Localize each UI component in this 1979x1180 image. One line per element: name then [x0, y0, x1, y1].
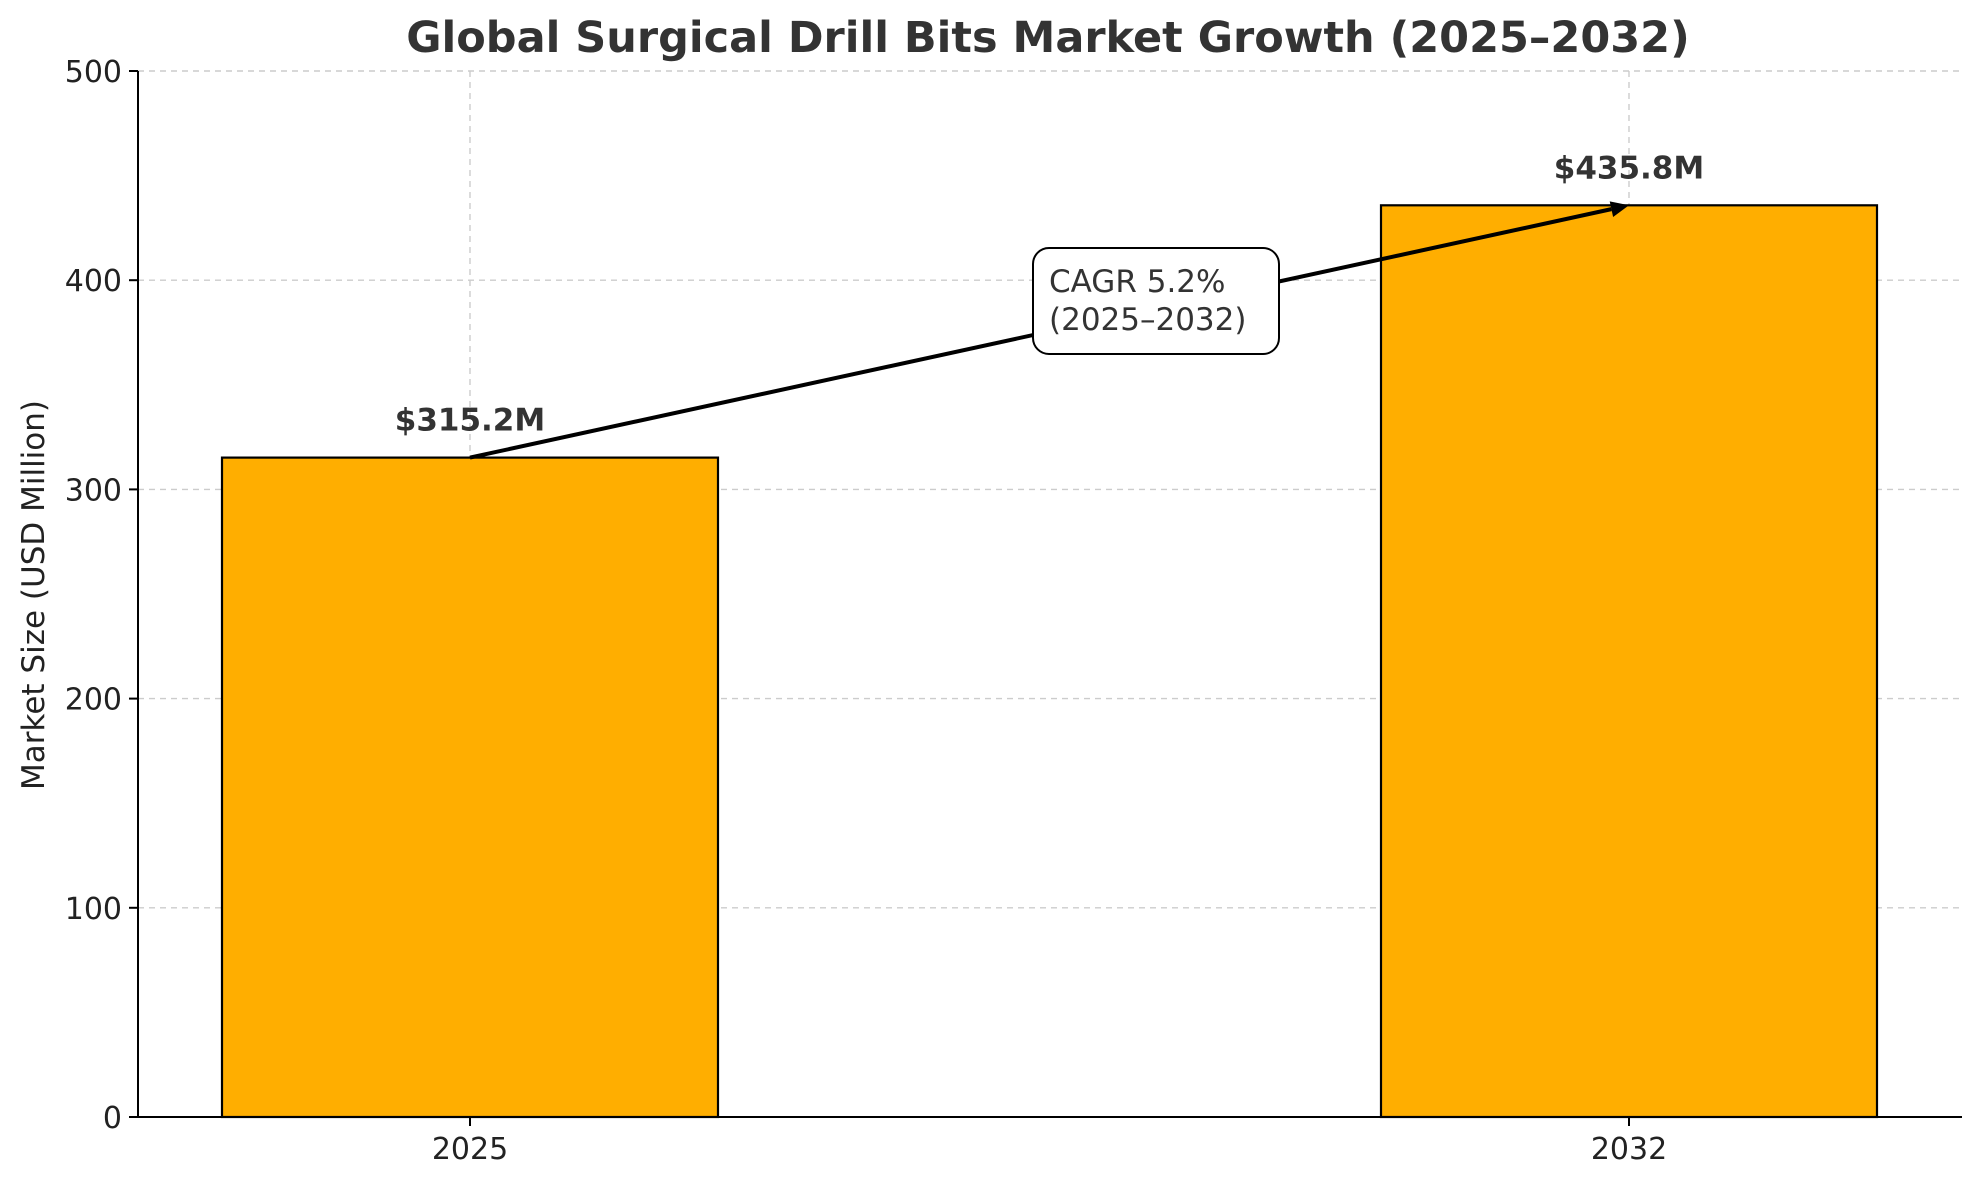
cagr-annotation-text: CAGR 5.2%: [1049, 264, 1225, 300]
y-tick-label: 500: [65, 55, 122, 90]
data-label-2025: $315.2M: [395, 403, 545, 439]
y-tick-label: 200: [65, 683, 122, 718]
y-tick-label: 100: [65, 892, 122, 927]
bar-2025: [220, 456, 720, 1119]
tick-labels: 0 100 200 300 400 500 2025 2032: [65, 55, 1667, 1167]
x-tick-label-2032: 2032: [1591, 1132, 1667, 1167]
axes: [129, 70, 1962, 1126]
cagr-arrow-head: [1609, 201, 1629, 217]
data-labels: $315.2M $435.8M: [395, 150, 1704, 438]
bar-2032: [1379, 204, 1879, 1119]
y-tick-label: 400: [65, 264, 122, 299]
y-tick-label: 300: [65, 473, 122, 508]
x-tick-label-2025: 2025: [432, 1132, 508, 1167]
cagr-annotation-text: (2025–2032): [1049, 302, 1246, 338]
cagr-annotation-box: [1032, 247, 1280, 355]
y-axis-label: Market Size (USD Million): [16, 400, 52, 790]
cagr-annotation: CAGR 5.2%(2025–2032): [469, 201, 1629, 460]
bars: [220, 204, 1879, 1119]
y-tick-label: 0: [103, 1101, 122, 1136]
data-label-2032: $435.8M: [1554, 150, 1704, 186]
chart-title: Global Surgical Drill Bits Market Growth…: [406, 13, 1690, 63]
